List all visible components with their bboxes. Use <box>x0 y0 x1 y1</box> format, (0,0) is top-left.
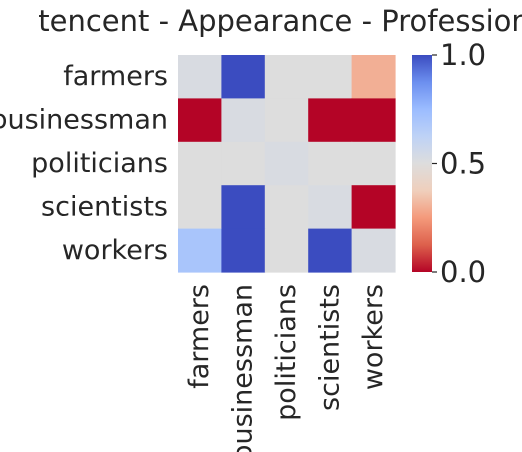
heatmap-cell-politicians-farmers <box>178 141 222 186</box>
x-tick-label: scientists <box>314 284 345 411</box>
heatmap-cell-farmers-workers <box>351 55 396 99</box>
heatmap-cell-politicians-politicians <box>264 141 309 186</box>
heatmap-cell-businessman-scientists <box>308 98 353 143</box>
heatmap-cell-workers-politicians <box>264 228 309 273</box>
chart-title: tencent - Appearance - Profession <box>38 4 522 38</box>
heatmap-cell-farmers-farmers <box>178 55 222 99</box>
heatmap-cell-farmers-politicians <box>264 55 309 99</box>
y-tick-label: workers <box>62 235 168 266</box>
heatmap-cell-politicians-businessman <box>221 141 266 186</box>
colorbar-tick-label: 0.5 <box>440 147 486 181</box>
colorbar <box>412 55 432 272</box>
heatmap-cell-scientists-farmers <box>178 185 222 230</box>
heatmap-cell-businessman-politicians <box>264 98 309 143</box>
heatmap-cell-workers-workers <box>351 228 396 273</box>
x-tick-label: politicians <box>271 284 302 421</box>
heatmap-cells <box>178 55 396 273</box>
heatmap-cell-scientists-workers <box>351 185 396 230</box>
colorbar-ticks: 0.0 0.5 1.0 <box>432 38 486 289</box>
heatmap-cell-workers-scientists <box>308 228 353 273</box>
colorbar-tick-label: 1.0 <box>440 38 486 72</box>
y-tick-label: scientists <box>41 191 168 222</box>
heatmap-cell-businessman-farmers <box>178 98 222 143</box>
y-tick-label: businessman <box>0 105 168 136</box>
heatmap-cell-businessman-workers <box>351 98 396 143</box>
colorbar-tick-label: 0.0 <box>440 255 486 289</box>
x-tick-label: businessman <box>228 284 259 452</box>
y-tick-labels: farmers businessman politicians scientists w… <box>0 61 168 266</box>
heatmap-cell-politicians-scientists <box>308 141 353 186</box>
x-tick-label: workers <box>358 284 389 390</box>
heatmap-cell-politicians-workers <box>351 141 396 186</box>
heatmap-cell-scientists-politicians <box>264 185 309 230</box>
heatmap-cell-scientists-scientists <box>308 185 353 230</box>
x-tick-label: farmers <box>184 284 215 389</box>
heatmap-cell-farmers-scientists <box>308 55 353 99</box>
y-tick-label: politicians <box>31 148 168 179</box>
x-tick-labels: farmers businessman politicians scientists w… <box>184 284 389 452</box>
heatmap-cell-farmers-businessman <box>221 55 266 99</box>
y-tick-label: farmers <box>63 61 168 92</box>
heatmap-cell-businessman-businessman <box>221 98 266 143</box>
heatmap-cell-workers-farmers <box>178 228 222 273</box>
heatmap-cell-scientists-businessman <box>221 185 266 230</box>
heatmap-cell-workers-businessman <box>221 228 266 273</box>
